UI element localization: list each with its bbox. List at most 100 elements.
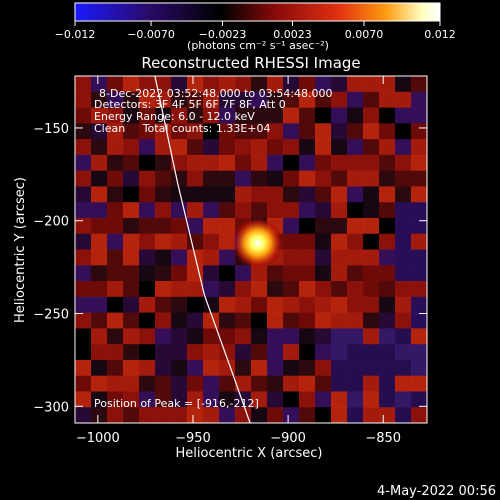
heatmap-cell [123,233,140,251]
heatmap-cell [91,265,108,282]
heatmap-cell [107,281,124,298]
heatmap-cell [75,233,92,251]
heatmap-cell [315,139,332,156]
heatmap-cell [107,265,124,282]
heatmap-cell [395,154,412,172]
heatmap-cell [283,391,300,408]
heatmap-cell [299,391,316,408]
heatmap-cell [155,344,172,361]
heatmap-cell [187,76,204,93]
heatmap-cell [379,76,396,93]
heatmap-cell [411,76,427,93]
heatmap-cell [411,107,427,124]
heatmap-cell [91,123,108,140]
heatmap-cell [283,359,300,377]
heatmap-cell [299,328,316,345]
heatmap-cell [267,76,284,93]
heatmap-cell [139,344,156,361]
heatmap-cell [315,233,332,251]
x-tick-label: −850 [365,431,401,446]
heatmap-cell [187,107,204,124]
heatmap-cell [155,249,172,266]
heatmap-cell [75,170,92,188]
heatmap-cell [315,202,332,219]
heatmap-cell [299,233,316,251]
heatmap-cell [203,281,220,298]
heatmap-cell [171,375,188,393]
heatmap-cell [235,328,252,345]
heatmap-cell [107,107,124,124]
heatmap-cell [331,344,348,361]
heatmap-cell [411,202,427,219]
heatmap-cell [251,407,268,423]
heatmap-cell [363,186,380,203]
heatmap-cell [123,76,140,93]
heatmap-cell [283,296,300,314]
heatmap-cell [219,312,236,329]
colorbar-tick-label: −0.0023 [199,28,247,41]
heatmap-cell [395,123,412,140]
heatmap-cell [411,217,427,235]
heatmap-cell [363,391,380,408]
heatmap-cell [411,154,427,172]
heatmap-cell [155,217,172,235]
heatmap-cell [107,91,124,109]
heatmap-cell [299,76,316,93]
heatmap-cell [411,265,427,282]
heatmap-cell [91,139,108,156]
heatmap-cell [107,76,124,93]
heatmap-cell [299,91,316,109]
heatmap-cell [123,296,140,314]
heatmap-cell [395,217,412,235]
heatmap-cell [107,123,124,140]
heatmap-cell [107,328,124,345]
heatmap-cell [235,296,252,314]
heatmap-cell [283,312,300,329]
heatmap-cell [235,202,252,219]
heatmap-cell [379,249,396,266]
heatmap-cell [363,296,380,314]
heatmap-cell [315,407,332,423]
heatmap-cell [107,391,124,408]
heatmap-cell [123,139,140,156]
heatmap-cell [251,391,268,408]
heatmap-cell [139,139,156,156]
heatmap-cell [123,344,140,361]
heatmap-cell [187,202,204,219]
heatmap-cell [395,186,412,203]
heatmap-cell [235,139,252,156]
heatmap-cell [363,375,380,393]
heatmap-cell [363,154,380,172]
heatmap-cell [75,328,92,345]
heatmap-cell [347,359,364,377]
heatmap-cell [75,202,92,219]
heatmap-cell [91,107,108,124]
heatmap-cell [267,375,284,393]
heatmap-cell [379,123,396,140]
heatmap-cell [315,359,332,377]
heatmap-cell [315,186,332,203]
heatmap-cell [75,186,92,203]
heatmap-cell [123,202,140,219]
heatmap-cell [267,391,284,408]
heatmap-cell [123,91,140,109]
heatmap-cell [347,265,364,282]
heatmap-cell [107,186,124,203]
heatmap-cell [187,375,204,393]
heatmap-cell [91,407,108,423]
heatmap-cell [219,202,236,219]
heatmap-cell [411,139,427,156]
heatmap-cell [379,186,396,203]
heatmap-cell [347,328,364,345]
solar-limb-line [154,76,251,423]
heatmap-cell [91,154,108,172]
heatmap-cell [395,312,412,329]
heatmap-cell [331,186,348,203]
heatmap-cell [267,186,284,203]
y-axis-label: Heliocentric Y (arcsec) [13,177,28,323]
heatmap-cell [411,359,427,377]
heatmap-cell [347,233,364,251]
heatmap-cell [91,91,108,109]
heatmap-cell [171,359,188,377]
heatmap-cell [91,281,108,298]
